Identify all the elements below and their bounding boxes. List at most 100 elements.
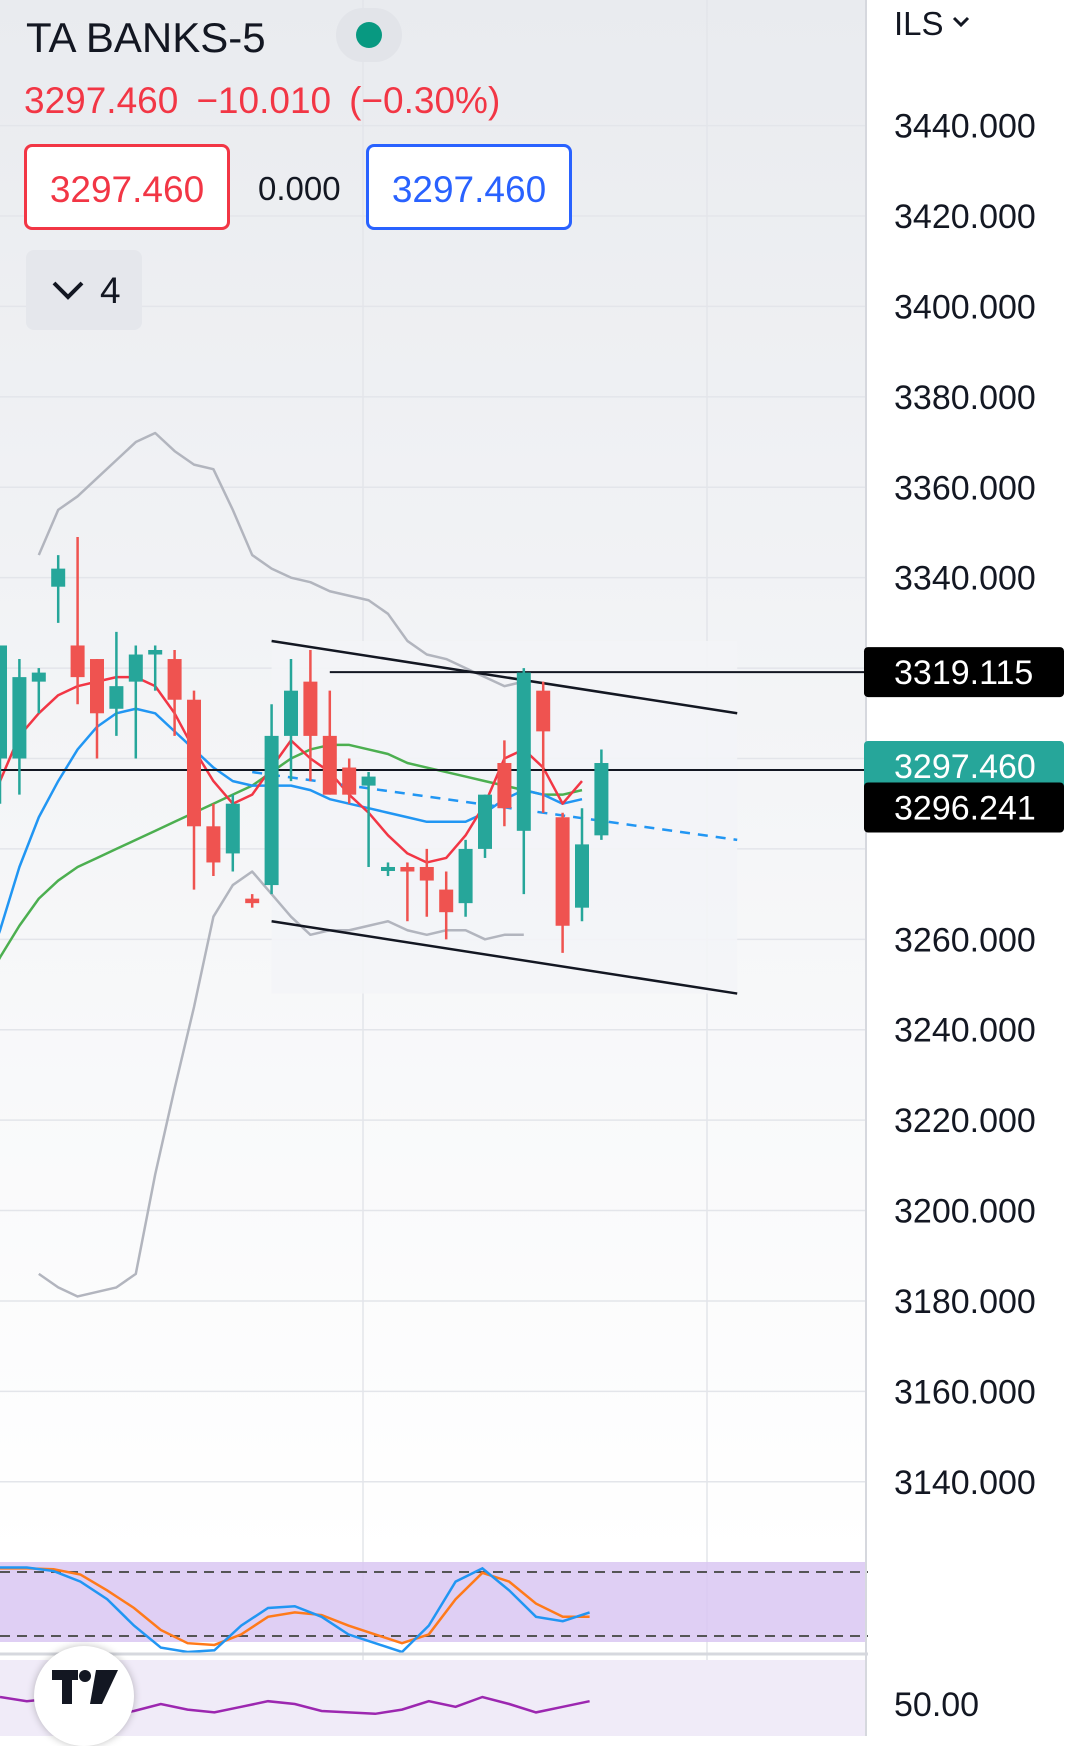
candle	[594, 749, 609, 840]
candle	[206, 803, 221, 877]
price-summary: 3297.460 −10.010 (−0.30%)	[24, 80, 518, 122]
candle	[0, 645, 7, 804]
price-tag-last-text: 3297.460	[894, 748, 1036, 786]
last-price: 3297.460	[24, 80, 179, 121]
y-tick-label: 3160.000	[894, 1373, 1036, 1411]
price-change: −10.010	[196, 80, 332, 121]
market-open-dot-icon	[356, 22, 382, 48]
candle-body	[284, 690, 298, 736]
tradingview-logo-icon	[52, 1670, 118, 1704]
indicator-count: 4	[100, 270, 121, 311]
y-tick-label: 3220.000	[894, 1102, 1036, 1140]
candle-body	[458, 848, 473, 904]
candle-body	[167, 659, 182, 700]
market-status[interactable]	[336, 8, 402, 62]
candle-body	[31, 672, 46, 682]
candle-body	[109, 686, 124, 709]
candle	[225, 794, 240, 872]
candle	[458, 839, 473, 917]
candle-body	[361, 776, 376, 786]
candle	[148, 645, 163, 691]
candle	[419, 848, 434, 917]
candle-body	[303, 681, 318, 736]
candle	[536, 681, 551, 813]
candle-body	[148, 649, 163, 655]
candle-body	[90, 659, 104, 714]
candle	[245, 894, 260, 908]
osc-tick-label: 50.00	[894, 1686, 979, 1724]
candle	[264, 704, 279, 895]
sell-button[interactable]: 3297.460	[24, 144, 230, 230]
candle-body	[70, 645, 85, 678]
y-tick-label: 3180.000	[894, 1283, 1036, 1321]
bollinger-bands	[37, 431, 525, 1298]
chevron-down-icon	[52, 281, 84, 300]
buy-button[interactable]: 3297.460	[366, 144, 572, 230]
candle-body	[0, 645, 7, 759]
candle	[109, 631, 124, 736]
channel-lower-line	[271, 919, 738, 995]
candle	[70, 536, 85, 705]
candle-body	[536, 690, 551, 732]
y-tick-label: 3380.000	[894, 379, 1036, 417]
candle	[322, 690, 337, 795]
symbol-title[interactable]: TA BANKS-5	[26, 14, 266, 61]
y-tick-label: 3400.000	[894, 288, 1036, 326]
candle-body	[245, 898, 260, 904]
candle	[400, 862, 415, 922]
price-tag-resistance-bg	[864, 647, 1064, 698]
candle	[128, 645, 143, 759]
candle-body	[342, 767, 357, 795]
y-tick-label: 3420.000	[894, 198, 1036, 236]
stochastic-pane	[0, 1562, 1080, 1654]
candle-body	[128, 654, 143, 682]
price-tag-line2-text: 3296.241	[894, 789, 1036, 827]
candle-body	[555, 817, 570, 926]
candle-body	[478, 794, 492, 849]
candle	[303, 649, 318, 782]
candle	[12, 659, 27, 795]
y-tick-label: 3260.000	[894, 921, 1036, 959]
candle-body	[51, 568, 66, 587]
candle-body	[400, 866, 415, 872]
candle	[284, 659, 298, 782]
price-tag-line2-bg	[864, 782, 1064, 833]
axis-background	[868, 0, 1080, 1736]
price-tag-resistance: 3319.115	[864, 647, 1064, 698]
candle	[342, 758, 357, 804]
candle-body	[264, 735, 279, 886]
candle-body	[225, 803, 240, 854]
candle-body	[12, 677, 27, 759]
candle-body	[594, 763, 609, 836]
candle	[31, 668, 46, 714]
candles	[0, 536, 609, 953]
candle	[439, 871, 454, 940]
price-axis[interactable]: ILS 3440.000 3420.000 3400.000 3380.000 3360.…	[864, 0, 1080, 1736]
candle	[575, 808, 589, 922]
candle-body	[497, 763, 512, 809]
price-change-pct: (−0.30%)	[349, 80, 501, 121]
ma-slow-line	[0, 743, 583, 961]
candle	[187, 690, 201, 890]
band-lower-line	[38, 870, 524, 1298]
candle-body	[381, 866, 395, 871]
candle-body	[322, 735, 337, 795]
tradingview-logo[interactable]	[34, 1646, 134, 1746]
band-upper-line	[37, 431, 525, 688]
indicators-toggle[interactable]: 4	[26, 250, 142, 330]
price-tag-resistance-text: 3319.115	[894, 654, 1033, 692]
candle	[478, 794, 492, 858]
candle-body	[516, 672, 531, 831]
candle-body	[575, 844, 589, 908]
y-tick-label: 3200.000	[894, 1193, 1036, 1231]
y-tick-label: 3240.000	[894, 1012, 1036, 1050]
channel-upper-line	[271, 639, 738, 715]
candle	[361, 772, 376, 867]
candle	[497, 740, 512, 827]
osc-k-line	[0, 1566, 590, 1654]
candle	[51, 555, 66, 623]
candle	[516, 668, 531, 895]
candle-body	[419, 866, 434, 881]
candle	[90, 659, 104, 759]
